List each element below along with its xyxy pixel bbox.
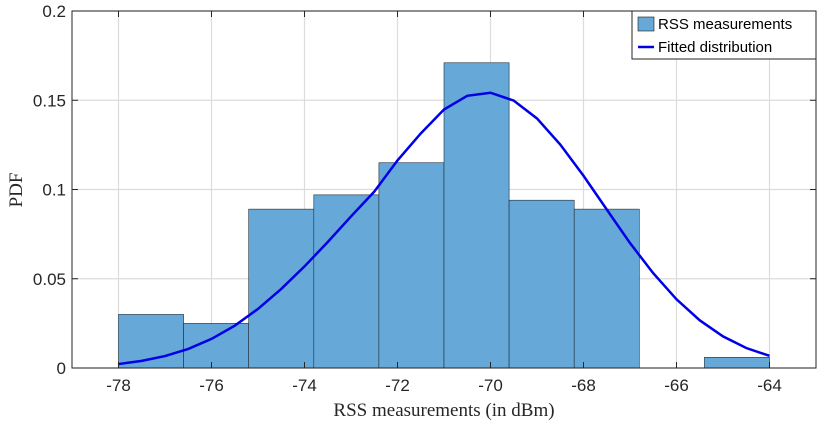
histogram-bar-3 — [313, 194, 380, 369]
y-tick-label-1: 0.05 — [33, 270, 66, 289]
y-tick-label-3: 0.15 — [33, 91, 66, 110]
legend: RSS measurements Fitted distribution — [631, 10, 817, 60]
legend-box — [631, 10, 817, 60]
histogram-bar-7 — [573, 208, 640, 369]
x-tick-label-3: -72 — [385, 376, 410, 395]
x-tick-label-0: -78 — [106, 376, 131, 395]
histogram-bar-5 — [443, 62, 510, 369]
x-tick-label-1: -76 — [199, 376, 224, 395]
fitted-distribution-line — [118, 91, 770, 366]
y-axis-label: PDF — [6, 173, 27, 208]
axis-tick-labels: -78 -76 -74 -72 -70 -68 -66 -64 0 0.05 0.1 0.15 0.2 — [33, 2, 782, 395]
y-tick-label-4: 0.2 — [42, 2, 66, 21]
legend-swatch-histogram — [637, 16, 655, 32]
x-tick-label-6: -66 — [664, 376, 689, 395]
y-tick-label-0: 0 — [57, 359, 66, 378]
legend-label-rss: RSS measurements — [658, 16, 792, 33]
legend-label-fitted: Fitted distribution — [658, 39, 772, 56]
x-axis-label: RSS measurements (in dBm) — [333, 400, 554, 421]
histogram-bar-6 — [508, 199, 575, 369]
histogram-bar-9 — [704, 356, 770, 369]
x-tick-label-2: -74 — [292, 376, 317, 395]
histogram-bar-4 — [378, 162, 445, 369]
y-tick-label-2: 0.1 — [42, 181, 66, 200]
x-tick-label-5: -68 — [571, 376, 596, 395]
x-tick-label-7: -64 — [757, 376, 782, 395]
x-tick-label-4: -70 — [478, 376, 503, 395]
